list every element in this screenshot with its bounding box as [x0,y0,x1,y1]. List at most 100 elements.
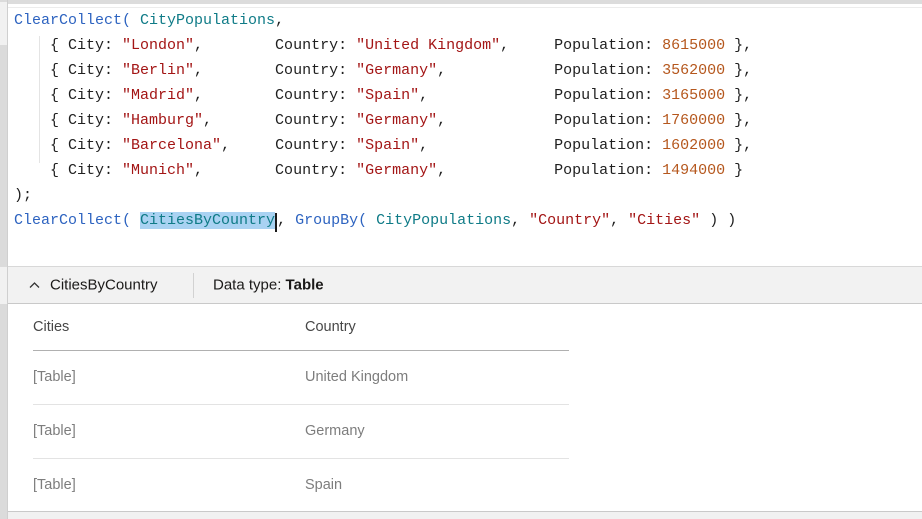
column-header: Country [305,318,356,335]
code-token: , Country: [203,112,357,129]
code-token: ClearCollect( [14,212,141,229]
result-table-row: [Table] Spain [8,458,922,512]
code-token: 3562000 [662,62,726,79]
code-token: { City: [14,137,123,154]
code-token: "Madrid" [122,87,195,104]
code-line[interactable]: { City: "Berlin", Country: "Germany", Po… [14,58,922,83]
code-token: "Germany" [356,112,438,129]
nested-table-cell[interactable]: [Table] [33,422,76,439]
indent-guide [39,36,40,163]
code-token: { City: [14,87,123,104]
code-token: ); [14,187,33,204]
code-token: "Spain" [356,87,420,104]
code-token: , Country: [194,62,357,79]
code-token: 1602000 [662,137,726,154]
code-token: { City: [14,112,123,129]
text-caret [275,213,278,232]
panel-header-divider [193,273,194,298]
code-token: GroupBy( [295,212,377,229]
code-token: 1760000 [662,112,726,129]
formula-editor[interactable]: ClearCollect( CityPopulations, { City: "… [8,8,922,258]
code-token: ) ) [700,212,737,229]
code-token: CityPopulations [140,12,276,29]
code-token: 1494000 [662,162,726,179]
code-token: "Munich" [122,162,195,179]
code-line[interactable]: ); [14,183,922,208]
code-token: "Berlin" [122,62,195,79]
datatype-value: Table [285,276,324,294]
datatype-label: Data type: Table [213,277,324,294]
collapse-chevron-up-icon[interactable] [28,279,40,291]
result-table-row: [Table] Germany [8,404,922,459]
code-token: , Population: [437,62,663,79]
code-token: , Population: [437,162,663,179]
code-token: "Spain" [356,137,420,154]
code-token: , [511,212,530,229]
code-token: , Population: [419,137,663,154]
code-token: } [725,162,744,179]
code-token: "United Kingdom" [356,37,501,54]
results-horizontal-scrollbar[interactable] [8,511,922,519]
value-cell: United Kingdom [305,368,409,385]
selected-token: CitiesByCountry [140,212,276,229]
code-token: }, [725,112,753,129]
code-token: }, [725,62,753,79]
result-view-panel: CitiesByCountry Data type: Table Cities C… [8,266,922,519]
result-row-inner: Cities Country [33,304,569,351]
value-cell: Spain [305,477,343,493]
result-row-inner: [Table] United Kingdom [33,350,569,405]
code-token: "Cities" [628,212,701,229]
datatype-label-text: Data type: [213,276,286,294]
code-token: , Population: [500,37,663,54]
editor-top-divider [8,7,922,8]
code-line[interactable]: { City: "Munich", Country: "Germany", Po… [14,158,922,183]
code-token: "Germany" [356,62,438,79]
code-token: , Population: [437,112,663,129]
result-table-header-row: Cities Country [8,304,922,351]
value-cell: Germany [305,422,365,439]
code-token: , [610,212,629,229]
left-scrollbar-thumb[interactable] [0,2,7,45]
code-token: "Hamburg" [122,112,204,129]
left-scrollbar-segment [0,267,7,304]
code-token: }, [725,137,753,154]
code-token: , Country: [194,37,357,54]
result-panel-header[interactable]: CitiesByCountry Data type: Table [8,266,922,304]
result-table-row: [Table] United Kingdom [8,350,922,405]
code-token: { City: [14,162,123,179]
code-token: CityPopulations [376,212,512,229]
editor-horizontal-scrollbar[interactable] [8,0,922,4]
code-line[interactable]: { City: "Madrid", Country: "Spain", Popu… [14,83,922,108]
code-token: "Germany" [356,162,438,179]
nested-table-cell[interactable]: [Table] [33,477,76,493]
code-token: }, [725,87,753,104]
code-token: { City: [14,62,123,79]
code-token: , Country: [194,162,357,179]
code-token: "Country" [529,212,611,229]
code-token: , [277,212,296,229]
result-row-inner: [Table] Spain [33,458,569,512]
left-vertical-scrollbar[interactable] [0,0,8,519]
code-token: , Population: [419,87,663,104]
code-token: , Country: [221,137,357,154]
code-token: "London" [122,37,195,54]
formula-code-lines: ClearCollect( CityPopulations, { City: "… [14,8,922,233]
code-token: , Country: [194,87,357,104]
code-line[interactable]: { City: "Barcelona", Country: "Spain", P… [14,133,922,158]
code-token: 3165000 [662,87,726,104]
collection-name: CitiesByCountry [50,276,158,294]
code-token: "Barcelona" [122,137,222,154]
code-line[interactable]: { City: "London", Country: "United Kingd… [14,33,922,58]
code-token: , [275,12,285,29]
code-token: }, [725,37,753,54]
code-token: 8615000 [662,37,726,54]
code-line[interactable]: ClearCollect( CitiesByCountry, GroupBy( … [14,208,922,233]
code-token: { City: [14,37,123,54]
nested-table-cell[interactable]: [Table] [33,368,76,385]
result-row-inner: [Table] Germany [33,404,569,459]
code-line[interactable]: { City: "Hamburg", Country: "Germany", P… [14,108,922,133]
result-table: Cities Country [Table] United Kingdom [Table… [8,304,922,512]
code-line[interactable]: ClearCollect( CityPopulations, [14,8,922,33]
code-token: ClearCollect( [14,12,141,29]
column-header: Cities [33,318,70,335]
